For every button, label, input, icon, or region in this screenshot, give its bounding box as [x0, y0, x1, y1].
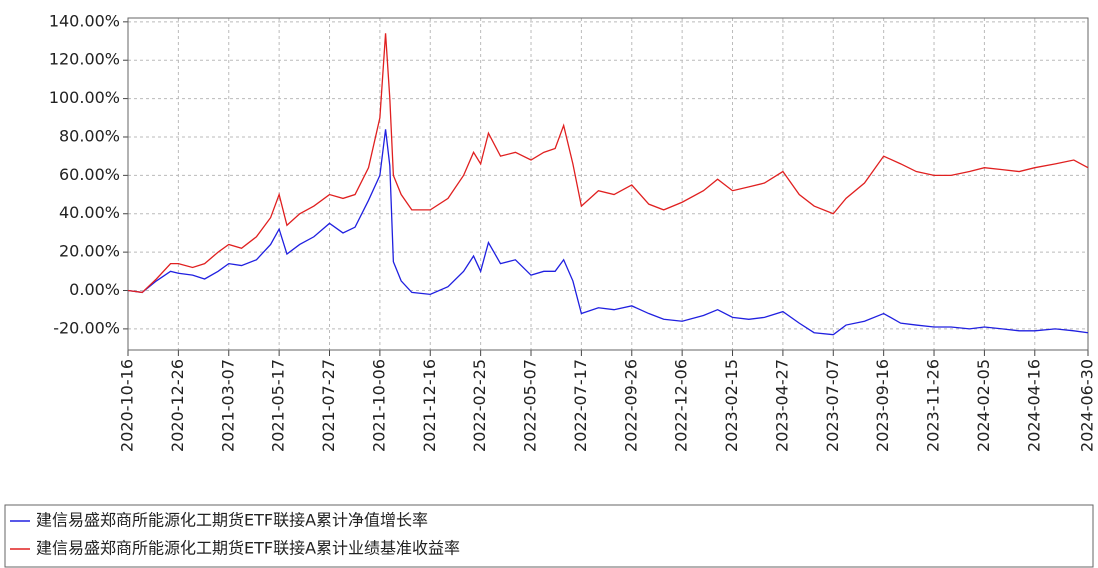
x-tick-label: 2022-02-25 — [470, 359, 489, 452]
y-tick-label: 20.00% — [59, 242, 120, 261]
x-tick-label: 2021-05-17 — [269, 359, 288, 452]
x-tick-label: 2021-10-06 — [369, 359, 388, 452]
y-tick-label: 120.00% — [49, 50, 120, 69]
plot-frame — [127, 17, 1089, 351]
legend-box — [4, 504, 1094, 568]
x-tick-label: 2020-10-16 — [118, 359, 137, 452]
x-tick-label: 2021-12-16 — [420, 359, 439, 452]
legend-label: 建信易盛郑商所能源化工期货ETF联接A累计业绩基准收益率 — [36, 539, 460, 558]
y-tick-label: 100.00% — [49, 88, 120, 107]
x-tick-label: 2022-07-17 — [571, 359, 590, 452]
y-tick-label: 60.00% — [59, 165, 120, 184]
x-tick-label: 2021-07-27 — [319, 359, 338, 452]
y-tick-label: 40.00% — [59, 203, 120, 222]
x-tick-label: 2023-04-27 — [772, 359, 791, 452]
x-tick-label: 2020-12-26 — [168, 359, 187, 452]
x-tick-label: 2023-02-15 — [722, 359, 741, 452]
x-tick-label: 2022-05-07 — [521, 359, 540, 452]
y-tick-label: 140.00% — [49, 11, 120, 30]
x-tick-label: 2023-11-26 — [924, 359, 943, 452]
y-tick-label: -20.00% — [53, 318, 120, 337]
x-tick-label: 2024-06-30 — [1078, 359, 1097, 452]
y-tick-label: 0.00% — [69, 280, 120, 299]
data-line — [127, 129, 1089, 336]
x-tick-label: 2023-09-16 — [873, 359, 892, 452]
legend-label: 建信易盛郑商所能源化工期货ETF联接A累计净值增长率 — [36, 511, 428, 530]
data-line — [127, 33, 1089, 294]
x-tick-label: 2023-07-07 — [823, 359, 842, 452]
x-tick-label: 2021-03-07 — [218, 359, 237, 452]
x-tick-label: 2024-04-16 — [1024, 359, 1043, 452]
x-tick-label: 2024-02-05 — [974, 359, 993, 452]
x-tick-label: 2022-12-06 — [672, 359, 691, 452]
y-tick-label: 80.00% — [59, 126, 120, 145]
x-tick-label: 2022-09-26 — [621, 359, 640, 452]
